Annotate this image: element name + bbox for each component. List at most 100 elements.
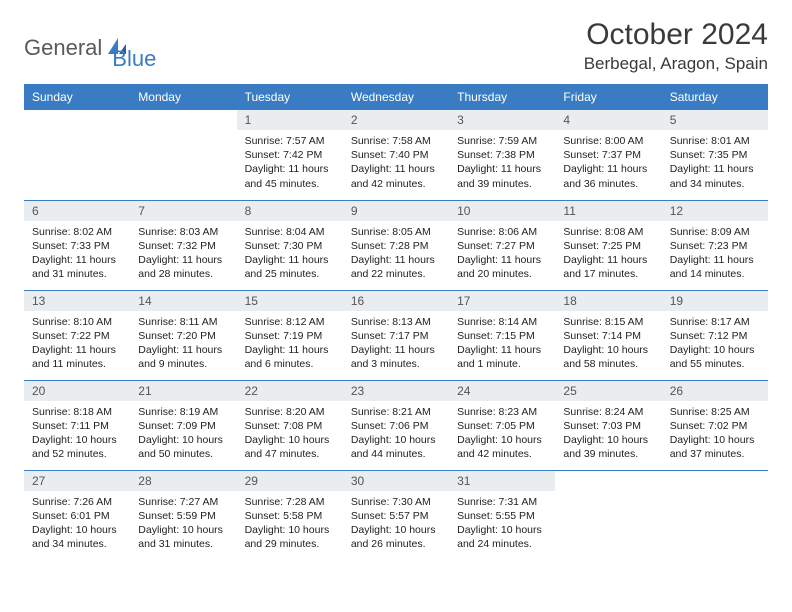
day-data: Sunrise: 8:19 AMSunset: 7:09 PMDaylight:… [130, 401, 236, 468]
calendar-day-cell: 4Sunrise: 8:00 AMSunset: 7:37 PMDaylight… [555, 110, 661, 200]
calendar-day-cell: 18Sunrise: 8:15 AMSunset: 7:14 PMDayligh… [555, 290, 661, 380]
daylight-line: Daylight: 11 hours and 28 minutes. [138, 253, 228, 281]
calendar-day-cell [130, 110, 236, 200]
sunrise-line: Sunrise: 8:23 AM [457, 405, 547, 419]
sunrise-line: Sunrise: 7:58 AM [351, 134, 441, 148]
day-number: 2 [343, 110, 449, 130]
day-number: 29 [237, 471, 343, 491]
sunset-line: Sunset: 7:11 PM [32, 419, 122, 433]
daylight-line: Daylight: 11 hours and 6 minutes. [245, 343, 335, 371]
day-data: Sunrise: 7:28 AMSunset: 5:58 PMDaylight:… [237, 491, 343, 558]
day-number: 5 [662, 110, 768, 130]
day-data: Sunrise: 8:24 AMSunset: 7:03 PMDaylight:… [555, 401, 661, 468]
title-block: October 2024 Berbegal, Aragon, Spain [584, 18, 768, 74]
weekday-header: Thursday [449, 84, 555, 110]
daylight-line: Daylight: 11 hours and 11 minutes. [32, 343, 122, 371]
day-number: 31 [449, 471, 555, 491]
brand-part2: Blue [112, 46, 156, 72]
day-number: 1 [237, 110, 343, 130]
day-data: Sunrise: 8:25 AMSunset: 7:02 PMDaylight:… [662, 401, 768, 468]
calendar-day-cell [662, 470, 768, 560]
day-number: 26 [662, 381, 768, 401]
sunrise-line: Sunrise: 7:28 AM [245, 495, 335, 509]
daylight-line: Daylight: 10 hours and 52 minutes. [32, 433, 122, 461]
sunrise-line: Sunrise: 8:01 AM [670, 134, 760, 148]
calendar-day-cell: 1Sunrise: 7:57 AMSunset: 7:42 PMDaylight… [237, 110, 343, 200]
sunrise-line: Sunrise: 7:31 AM [457, 495, 547, 509]
sunset-line: Sunset: 7:38 PM [457, 148, 547, 162]
sunset-line: Sunset: 7:30 PM [245, 239, 335, 253]
daylight-line: Daylight: 10 hours and 42 minutes. [457, 433, 547, 461]
daylight-line: Daylight: 10 hours and 58 minutes. [563, 343, 653, 371]
calendar-day-cell [555, 470, 661, 560]
calendar-day-cell: 23Sunrise: 8:21 AMSunset: 7:06 PMDayligh… [343, 380, 449, 470]
weekday-header-row: Sunday Monday Tuesday Wednesday Thursday… [24, 84, 768, 110]
day-number: 10 [449, 201, 555, 221]
calendar-day-cell: 31Sunrise: 7:31 AMSunset: 5:55 PMDayligh… [449, 470, 555, 560]
day-number: 21 [130, 381, 236, 401]
daylight-line: Daylight: 10 hours and 26 minutes. [351, 523, 441, 551]
day-number: 27 [24, 471, 130, 491]
calendar-day-cell: 12Sunrise: 8:09 AMSunset: 7:23 PMDayligh… [662, 200, 768, 290]
sunset-line: Sunset: 6:01 PM [32, 509, 122, 523]
sunrise-line: Sunrise: 8:12 AM [245, 315, 335, 329]
day-data: Sunrise: 8:04 AMSunset: 7:30 PMDaylight:… [237, 221, 343, 288]
sunrise-line: Sunrise: 8:25 AM [670, 405, 760, 419]
day-data: Sunrise: 8:08 AMSunset: 7:25 PMDaylight:… [555, 221, 661, 288]
calendar-week-row: 6Sunrise: 8:02 AMSunset: 7:33 PMDaylight… [24, 200, 768, 290]
day-data: Sunrise: 8:06 AMSunset: 7:27 PMDaylight:… [449, 221, 555, 288]
calendar-day-cell: 10Sunrise: 8:06 AMSunset: 7:27 PMDayligh… [449, 200, 555, 290]
day-data: Sunrise: 8:00 AMSunset: 7:37 PMDaylight:… [555, 130, 661, 197]
day-data: Sunrise: 7:59 AMSunset: 7:38 PMDaylight:… [449, 130, 555, 197]
calendar-day-cell: 2Sunrise: 7:58 AMSunset: 7:40 PMDaylight… [343, 110, 449, 200]
daylight-line: Daylight: 11 hours and 3 minutes. [351, 343, 441, 371]
calendar-week-row: 20Sunrise: 8:18 AMSunset: 7:11 PMDayligh… [24, 380, 768, 470]
day-data: Sunrise: 8:10 AMSunset: 7:22 PMDaylight:… [24, 311, 130, 378]
sunrise-line: Sunrise: 8:08 AM [563, 225, 653, 239]
sunset-line: Sunset: 5:59 PM [138, 509, 228, 523]
calendar-day-cell: 14Sunrise: 8:11 AMSunset: 7:20 PMDayligh… [130, 290, 236, 380]
day-number: 25 [555, 381, 661, 401]
daylight-line: Daylight: 11 hours and 22 minutes. [351, 253, 441, 281]
sunrise-line: Sunrise: 8:15 AM [563, 315, 653, 329]
day-data: Sunrise: 8:02 AMSunset: 7:33 PMDaylight:… [24, 221, 130, 288]
day-data: Sunrise: 8:05 AMSunset: 7:28 PMDaylight:… [343, 221, 449, 288]
sunset-line: Sunset: 7:15 PM [457, 329, 547, 343]
weekday-header: Saturday [662, 84, 768, 110]
day-number: 15 [237, 291, 343, 311]
daylight-line: Daylight: 11 hours and 42 minutes. [351, 162, 441, 190]
day-number: 11 [555, 201, 661, 221]
calendar-day-cell: 15Sunrise: 8:12 AMSunset: 7:19 PMDayligh… [237, 290, 343, 380]
daylight-line: Daylight: 10 hours and 24 minutes. [457, 523, 547, 551]
calendar-day-cell: 28Sunrise: 7:27 AMSunset: 5:59 PMDayligh… [130, 470, 236, 560]
day-number: 4 [555, 110, 661, 130]
daylight-line: Daylight: 10 hours and 31 minutes. [138, 523, 228, 551]
sunset-line: Sunset: 7:05 PM [457, 419, 547, 433]
day-data: Sunrise: 8:14 AMSunset: 7:15 PMDaylight:… [449, 311, 555, 378]
sunrise-line: Sunrise: 8:00 AM [563, 134, 653, 148]
calendar-day-cell: 5Sunrise: 8:01 AMSunset: 7:35 PMDaylight… [662, 110, 768, 200]
sunset-line: Sunset: 7:14 PM [563, 329, 653, 343]
sunset-line: Sunset: 7:22 PM [32, 329, 122, 343]
calendar-week-row: 13Sunrise: 8:10 AMSunset: 7:22 PMDayligh… [24, 290, 768, 380]
calendar-week-row: 1Sunrise: 7:57 AMSunset: 7:42 PMDaylight… [24, 110, 768, 200]
day-data: Sunrise: 8:12 AMSunset: 7:19 PMDaylight:… [237, 311, 343, 378]
sunset-line: Sunset: 7:12 PM [670, 329, 760, 343]
sunrise-line: Sunrise: 8:24 AM [563, 405, 653, 419]
daylight-line: Daylight: 11 hours and 45 minutes. [245, 162, 335, 190]
sunset-line: Sunset: 7:32 PM [138, 239, 228, 253]
daylight-line: Daylight: 11 hours and 14 minutes. [670, 253, 760, 281]
sunset-line: Sunset: 7:37 PM [563, 148, 653, 162]
calendar-week-row: 27Sunrise: 7:26 AMSunset: 6:01 PMDayligh… [24, 470, 768, 560]
day-data: Sunrise: 7:30 AMSunset: 5:57 PMDaylight:… [343, 491, 449, 558]
daylight-line: Daylight: 11 hours and 39 minutes. [457, 162, 547, 190]
sunrise-line: Sunrise: 7:57 AM [245, 134, 335, 148]
sunrise-line: Sunrise: 8:03 AM [138, 225, 228, 239]
weekday-header: Sunday [24, 84, 130, 110]
sunset-line: Sunset: 7:33 PM [32, 239, 122, 253]
sunrise-line: Sunrise: 8:13 AM [351, 315, 441, 329]
day-number: 12 [662, 201, 768, 221]
day-number: 9 [343, 201, 449, 221]
daylight-line: Daylight: 10 hours and 55 minutes. [670, 343, 760, 371]
day-data: Sunrise: 8:11 AMSunset: 7:20 PMDaylight:… [130, 311, 236, 378]
